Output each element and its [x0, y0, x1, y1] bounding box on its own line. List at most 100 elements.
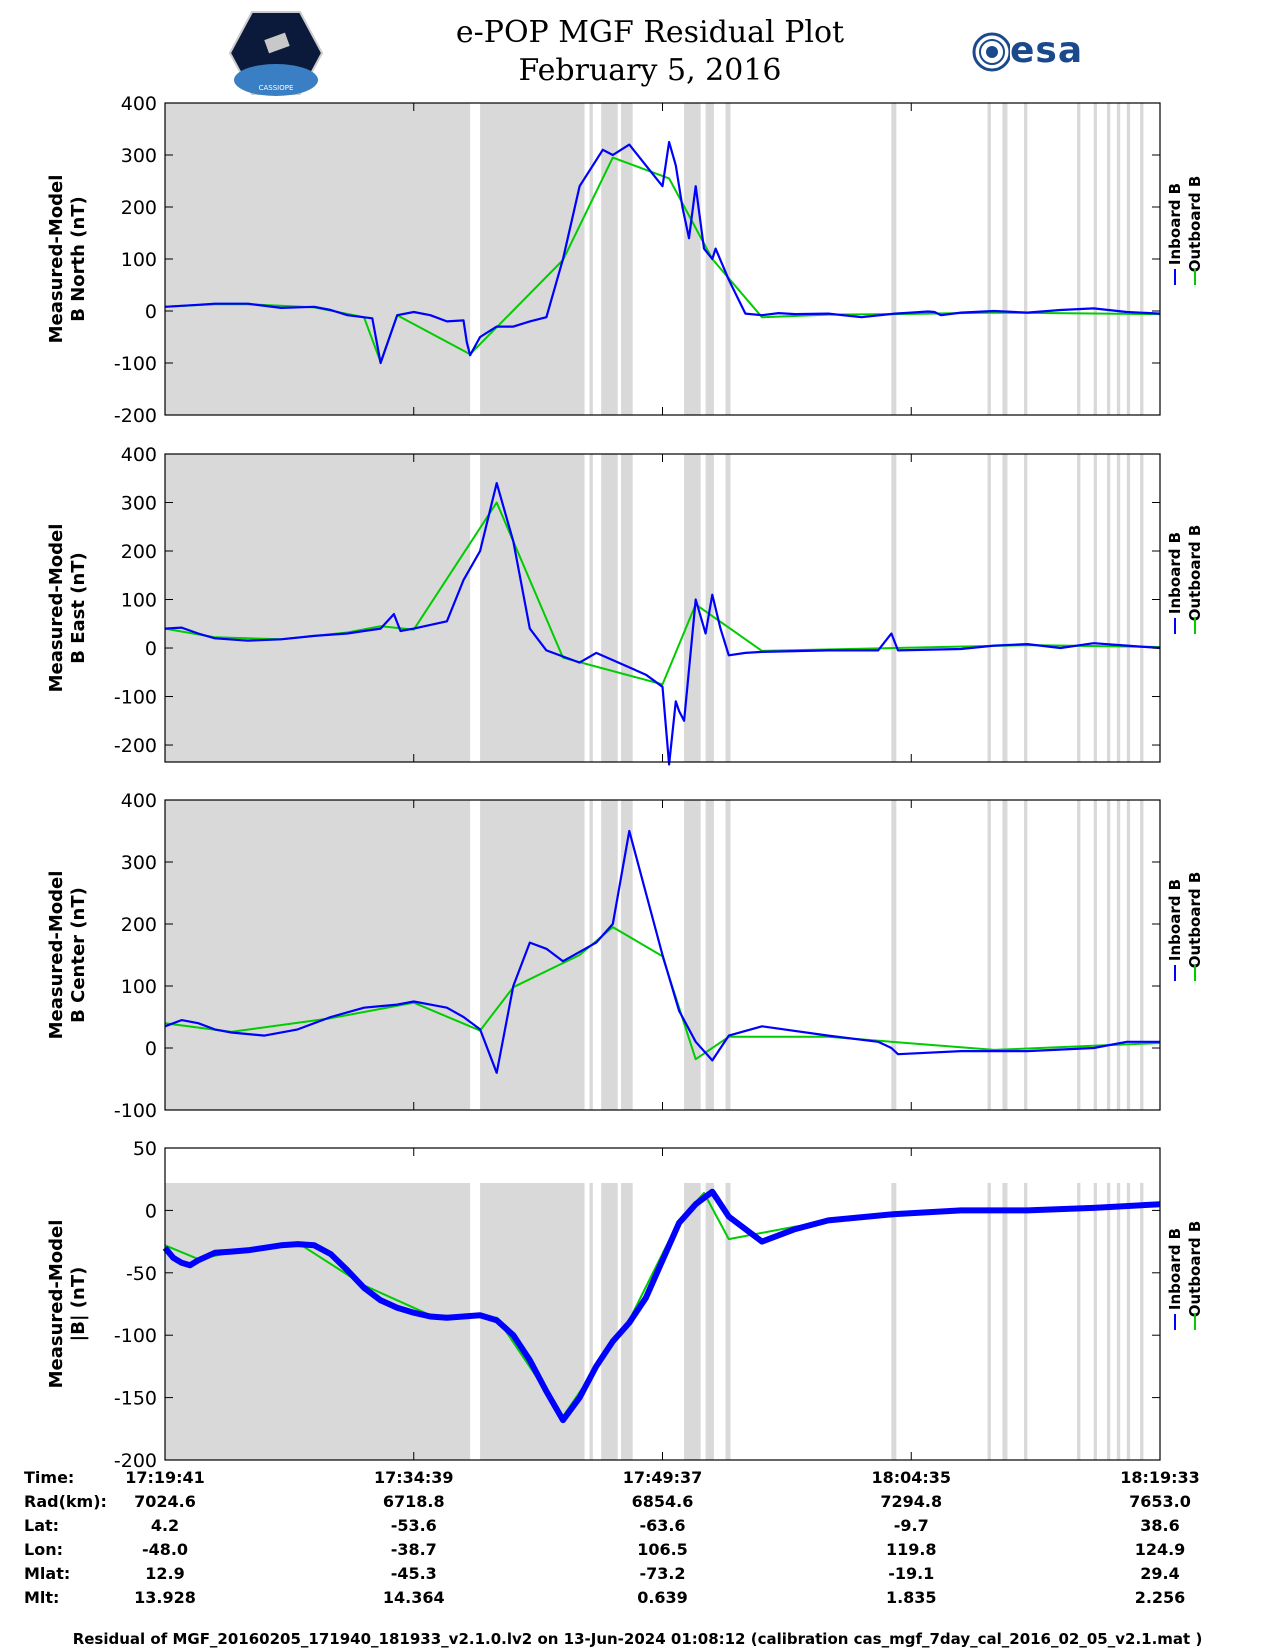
esa-logo-text: esa [1010, 30, 1084, 71]
y-axis-label-line2: B East (nT) [68, 552, 89, 664]
info-cell: 6718.8 [382, 1492, 445, 1511]
data-gap-shade [1126, 1182, 1131, 1460]
y-axis-label-line2: |B| (nT) [68, 1267, 89, 1342]
y-axis-label-line2: B North (nT) [68, 196, 89, 322]
info-row: Lat: 4.2 -53.6 -63.6 -9.7 38.6 [0, 1516, 1275, 1540]
data-gap-shade [1106, 1182, 1111, 1460]
series-line-inboard [164, 140, 1161, 365]
info-cell: 18:04:35 [871, 1468, 952, 1487]
data-gap-shade [1140, 103, 1144, 415]
info-row: Rad(km): 7024.6 6718.8 6854.6 7294.8 7653.0 [0, 1492, 1275, 1516]
legend-inboard-label: Inboard B [1166, 879, 1184, 961]
data-gap-shade [987, 800, 991, 1110]
data-gap-shade [705, 1182, 714, 1460]
info-cell: -63.6 [639, 1516, 686, 1535]
data-gap-shade [1024, 800, 1028, 1110]
y-tick-label: -200 [114, 1450, 157, 1472]
data-gap-shade [1116, 454, 1121, 762]
info-cell: 7653.0 [1129, 1492, 1191, 1511]
data-gap-shade [705, 103, 714, 415]
info-cell: 14.364 [382, 1588, 445, 1607]
data-gap-shade [1093, 454, 1097, 762]
data-gap-shade [1002, 800, 1008, 1110]
y-tick-label: -150 [114, 1388, 157, 1410]
data-gap-shade [1126, 800, 1131, 1110]
data-gap-shade [480, 103, 585, 415]
y-tick-label: -100 [114, 687, 157, 709]
data-gap-shade [1093, 103, 1097, 415]
legend-inboard-label: Inboard B [1166, 532, 1184, 614]
y-tick-label: 0 [145, 301, 157, 323]
info-cell: 17:34:39 [373, 1468, 454, 1487]
data-gap-shade [725, 103, 731, 415]
y-tick-label: 400 [121, 790, 157, 812]
info-cell: 4.2 [150, 1516, 180, 1535]
data-gap-shade [601, 103, 618, 415]
data-gap-shade [480, 800, 585, 1110]
data-gap-shade [1024, 103, 1028, 415]
info-cell: 29.4 [1140, 1564, 1180, 1583]
info-cell: 1.835 [885, 1588, 937, 1607]
info-cell: 6854.6 [631, 1492, 694, 1511]
series-line-inboard [164, 829, 1160, 1074]
data-gap-shade [1002, 1182, 1008, 1460]
y-tick-label: -100 [114, 1100, 157, 1122]
y-tick-label: 200 [121, 914, 157, 936]
info-row-label: Mlt: [24, 1588, 60, 1607]
info-cell: 2.256 [1134, 1588, 1186, 1607]
data-gap-shade [601, 454, 618, 762]
esa-logo: esa [970, 30, 1090, 74]
data-gap-shade [589, 454, 593, 762]
y-tick-label: 300 [121, 145, 157, 167]
data-gap-shade [1140, 800, 1144, 1110]
info-row-label: Lon: [24, 1540, 63, 1559]
chart-title: e-POP MGF Residual Plot February 5, 2016 [350, 14, 950, 90]
data-gap-shade [1106, 454, 1111, 762]
info-row: Time: 17:19:41 17:34:39 17:49:37 18:04:35 18:… [0, 1468, 1275, 1492]
data-gap-shade [1077, 800, 1081, 1110]
data-gap-shade [480, 454, 585, 762]
data-gap-shade [684, 1182, 701, 1460]
info-cell: 38.6 [1140, 1516, 1180, 1535]
y-tick-label: -100 [114, 1325, 157, 1347]
info-cell: 13.928 [134, 1588, 196, 1607]
data-gap-shade [1126, 454, 1131, 762]
data-gap-shade [621, 103, 633, 415]
data-gap-shade [987, 1182, 991, 1460]
info-cell: 124.9 [1134, 1540, 1186, 1559]
legend-outboard-label: Outboard B [1186, 1221, 1204, 1318]
data-gap-shade [1024, 1182, 1028, 1460]
y-axis-label-line1: Measured-Model [46, 1220, 67, 1389]
info-cell: -38.7 [390, 1540, 437, 1559]
data-gap-shade [725, 454, 731, 762]
y-tick-label: 300 [121, 852, 157, 874]
cassiope-logo: CASSIOPE [228, 11, 324, 96]
y-axis-label-line1: Measured-Model [46, 524, 67, 693]
data-gap-shade [891, 103, 897, 415]
y-tick-label: 0 [145, 1200, 157, 1222]
data-gap-shade [891, 800, 897, 1110]
y-tick-label: -200 [114, 735, 157, 757]
info-row: Mlt: 13.928 14.364 0.639 1.835 2.256 [0, 1588, 1275, 1612]
y-tick-label: 100 [121, 976, 157, 998]
info-row-label: Rad(km): [24, 1492, 107, 1511]
data-gap-shade [165, 103, 471, 415]
info-cell: -19.1 [888, 1564, 935, 1583]
y-tick-label: 200 [121, 541, 157, 563]
data-gap-shade [1106, 103, 1111, 415]
info-row-label: Time: [24, 1468, 75, 1487]
data-gap-shade [1116, 1182, 1121, 1460]
y-tick-label: 50 [133, 1138, 157, 1160]
data-gap-shade [684, 800, 701, 1110]
data-gap-shade [705, 800, 714, 1110]
series-line-inboard [164, 482, 1161, 766]
y-tick-label: -200 [114, 405, 157, 427]
y-tick-label: 300 [121, 493, 157, 515]
title-line-2: February 5, 2016 [518, 53, 782, 88]
y-tick-label: 0 [145, 638, 157, 660]
data-gap-shade [1126, 103, 1131, 415]
data-gap-shade [1002, 103, 1008, 415]
data-gap-shade [1077, 1182, 1081, 1460]
info-cell: -73.2 [639, 1564, 686, 1583]
